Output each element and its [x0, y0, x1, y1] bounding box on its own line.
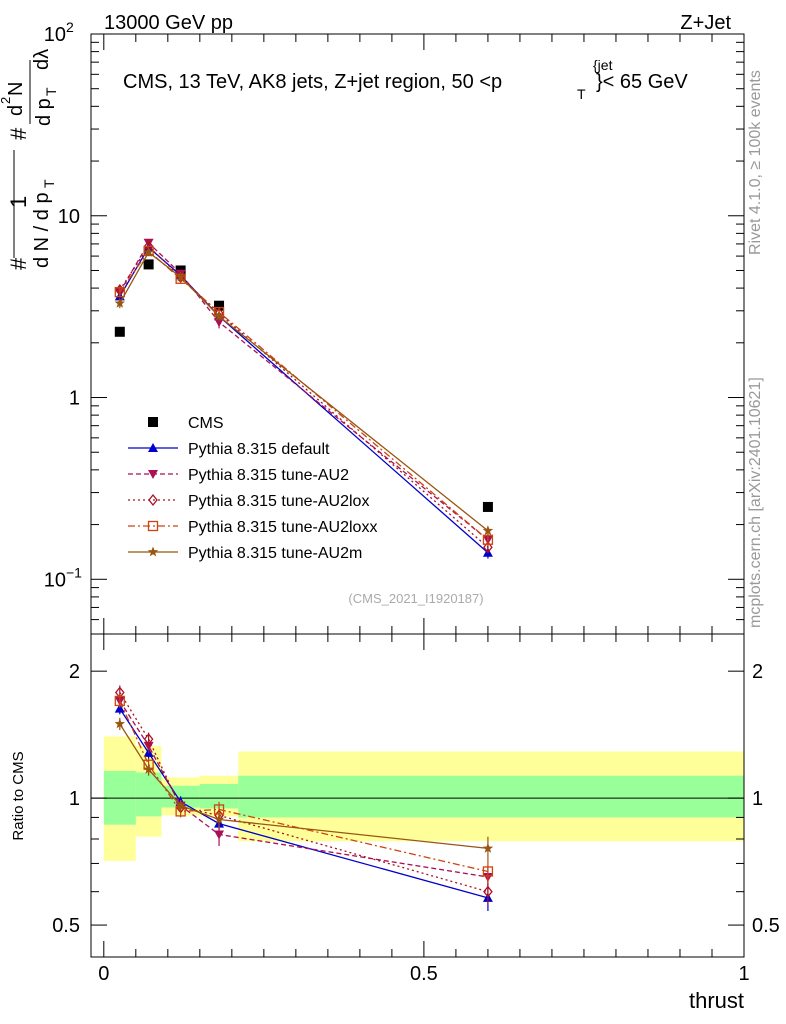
ratio-data-point — [114, 703, 125, 713]
main-data-point — [143, 259, 154, 270]
svg-text:d p: d p — [33, 98, 55, 126]
ratio-data-point — [213, 814, 225, 824]
main-data-point — [483, 541, 493, 554]
legend-marker — [147, 520, 159, 532]
main-data-point — [482, 534, 494, 545]
svg-text:2: 2 — [0, 97, 13, 104]
svg-text:}< 65 GeV: }< 65 GeV — [596, 71, 688, 93]
legend-label: Pythia 8.315 tune-AU2m — [188, 545, 362, 562]
ratio-data-point — [143, 763, 154, 774]
svg-text:T: T — [43, 87, 59, 96]
legend-marker — [148, 493, 158, 507]
main-data-point — [213, 310, 225, 321]
ratio-inner-band — [238, 775, 744, 818]
svg-text:#: # — [6, 127, 31, 140]
ratio-series — [114, 717, 494, 861]
ratio-y-tick-label-left: 1 — [69, 788, 80, 810]
header-right: Z+Jet — [680, 12, 731, 34]
ratio-y-tick-label-left: 2 — [69, 661, 80, 683]
svg-text:d: d — [5, 105, 27, 116]
main-data-point — [214, 318, 225, 328]
main-data-point — [482, 525, 494, 536]
header-left: 13000 GeV pp — [104, 12, 233, 34]
main-y-tick-label: 10 — [44, 24, 66, 46]
main-y-tick-label: 10 — [58, 206, 80, 228]
main-series — [114, 246, 494, 536]
legend-label: CMS — [188, 415, 224, 432]
svg-text:CMS, 13 TeV, AK8 jets, Z+jet r: CMS, 13 TeV, AK8 jets, Z+jet region, 50 … — [123, 71, 502, 93]
main-data-point — [482, 501, 493, 512]
svg-text:1: 1 — [6, 196, 31, 208]
svg-text:{jet: {jet — [593, 57, 613, 73]
rivet-label: Rivet 4.1.0, ≥ 100k events — [747, 70, 764, 255]
main-data-point — [114, 286, 125, 298]
legend-label: Pythia 8.315 default — [188, 441, 330, 458]
legend-item: Pythia 8.315 tune-AU2lox — [128, 493, 369, 510]
legend-item: CMS — [148, 415, 224, 432]
main-y-tick-label-exponent: −1 — [66, 564, 82, 580]
main-data-point — [214, 300, 225, 311]
legend-item: Pythia 8.315 tune-AU2m — [128, 545, 362, 562]
legend-marker — [148, 470, 158, 479]
ratio-data-point — [483, 885, 493, 898]
legend-item: Pythia 8.315 tune-AU2 — [128, 467, 349, 484]
svg-text:T: T — [577, 86, 586, 102]
ratio-y-tick-label-left: 0.5 — [52, 915, 80, 937]
ratio-y-label: Ratio to CMS — [10, 751, 27, 840]
main-y-tick-label: 10 — [44, 569, 66, 591]
ratio-data-point — [114, 695, 125, 707]
ratio-plot-frame — [90, 633, 745, 958]
ratio-y-tick-label-right: 1 — [752, 788, 763, 810]
main-data-point — [175, 271, 186, 282]
legend-item: Pythia 8.315 default — [128, 441, 330, 458]
main-data-point — [114, 297, 125, 308]
svg-text:dλ: dλ — [31, 49, 53, 70]
main-title: CMS, 13 TeV, AK8 jets, Z+jet region, 50 … — [123, 57, 688, 102]
legend: CMS Pythia 8.315 default Pythia 8.315 tune… — [128, 415, 377, 562]
mcplots-label: mcplots.cern.ch [arXiv:2401.10621] — [747, 377, 764, 628]
svg-text:T: T — [41, 179, 57, 188]
legend-label: Pythia 8.315 tune-AU2loxx — [188, 519, 377, 536]
x-tick-label: 0 — [98, 963, 109, 985]
legend-marker — [148, 417, 158, 427]
ratio-y-tick-label-right: 2 — [752, 661, 763, 683]
svg-text:d N / d p: d N / d p — [31, 192, 53, 268]
main-y-axis-label: # 1 d N / d p T # d 2 N d p T dλ — [0, 49, 59, 270]
analysis-watermark: (CMS_2021_I1920187) — [348, 591, 483, 606]
main-data-point — [143, 246, 154, 257]
main-y-tick-label: 1 — [69, 388, 80, 410]
main-y-tick-label-exponent: 2 — [66, 19, 74, 35]
ratio-data-point — [482, 842, 494, 853]
svg-text:N: N — [5, 82, 27, 96]
legend-item: Pythia 8.315 tune-AU2loxx — [128, 519, 377, 536]
legend-marker — [147, 546, 159, 557]
x-tick-label: 1 — [738, 963, 749, 985]
x-axis-label: thrust — [689, 988, 744, 1013]
ratio-data-point — [214, 830, 225, 840]
ratio-data-point — [482, 866, 494, 877]
main-data-point — [114, 326, 125, 337]
ratio-y-tick-label-right: 0.5 — [752, 915, 780, 937]
legend-marker — [148, 443, 158, 452]
svg-text:#: # — [6, 257, 31, 270]
x-tick-label: 0.5 — [410, 963, 438, 985]
ratio-data-point — [114, 718, 125, 729]
main-series — [114, 242, 493, 559]
legend-label: Pythia 8.315 tune-AU2 — [188, 467, 349, 484]
main-plot-frame — [90, 33, 745, 635]
ratio-data-point — [175, 800, 186, 810]
legend-label: Pythia 8.315 tune-AU2lox — [188, 493, 369, 510]
ratio-data-point — [143, 733, 154, 746]
